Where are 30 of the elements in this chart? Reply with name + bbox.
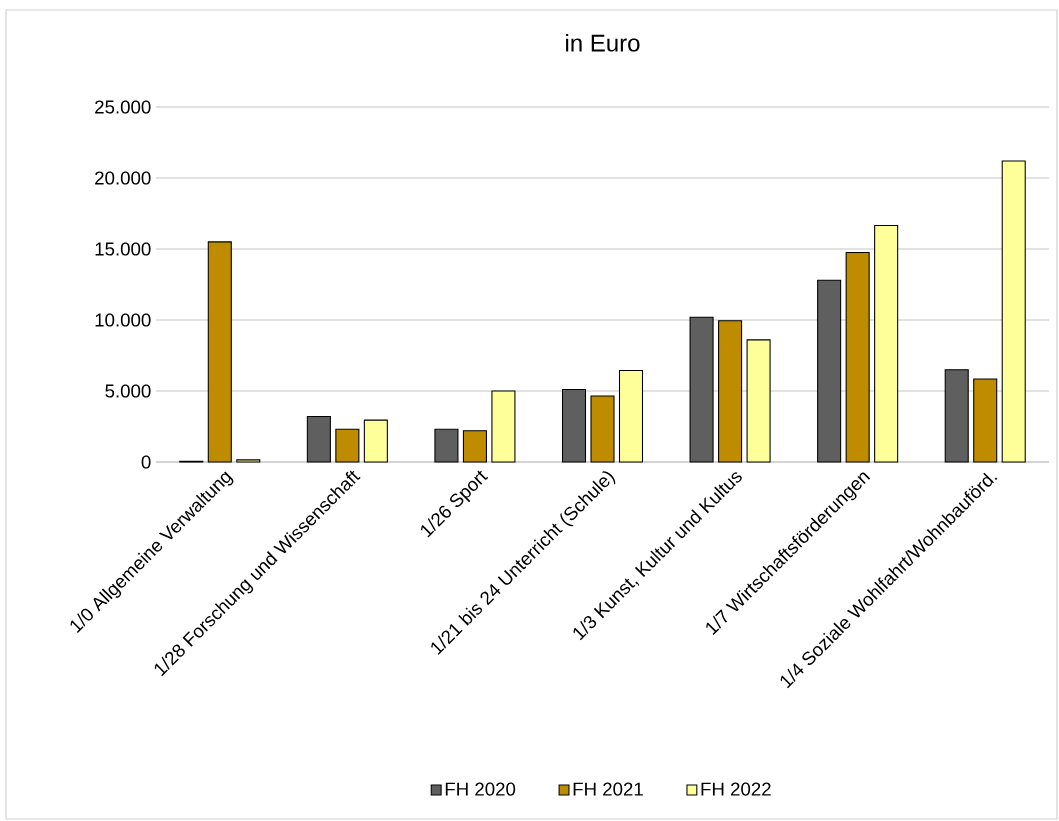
y-tick-label: 10.000 xyxy=(95,313,151,327)
y-tick-label: 25.000 xyxy=(95,100,151,114)
bar xyxy=(462,430,487,463)
bar xyxy=(845,252,870,463)
y-tick-label: 15.000 xyxy=(95,242,151,256)
legend-label: FH 2022 xyxy=(701,782,771,796)
y-tick-label: 0 xyxy=(141,455,151,469)
bar xyxy=(746,339,771,463)
legend-label: FH 2020 xyxy=(445,782,516,796)
chart-title: in Euro xyxy=(566,33,640,52)
bar xyxy=(561,389,587,463)
bar xyxy=(817,279,842,463)
bar xyxy=(874,225,899,463)
legend-label: FH 2021 xyxy=(573,782,643,796)
bar xyxy=(306,416,331,463)
bar xyxy=(973,378,998,463)
bar xyxy=(689,316,714,463)
bar xyxy=(618,369,644,463)
bar xyxy=(236,459,261,463)
bar xyxy=(491,390,516,463)
bar xyxy=(1001,160,1026,463)
bar xyxy=(718,320,743,463)
y-tick-label: 5.000 xyxy=(105,384,151,398)
y-tick-label: 20.000 xyxy=(95,171,151,185)
bar xyxy=(434,428,459,463)
bar xyxy=(363,419,388,463)
bar xyxy=(335,428,360,463)
bar xyxy=(590,395,615,463)
bar xyxy=(207,241,232,463)
bar xyxy=(944,369,969,463)
